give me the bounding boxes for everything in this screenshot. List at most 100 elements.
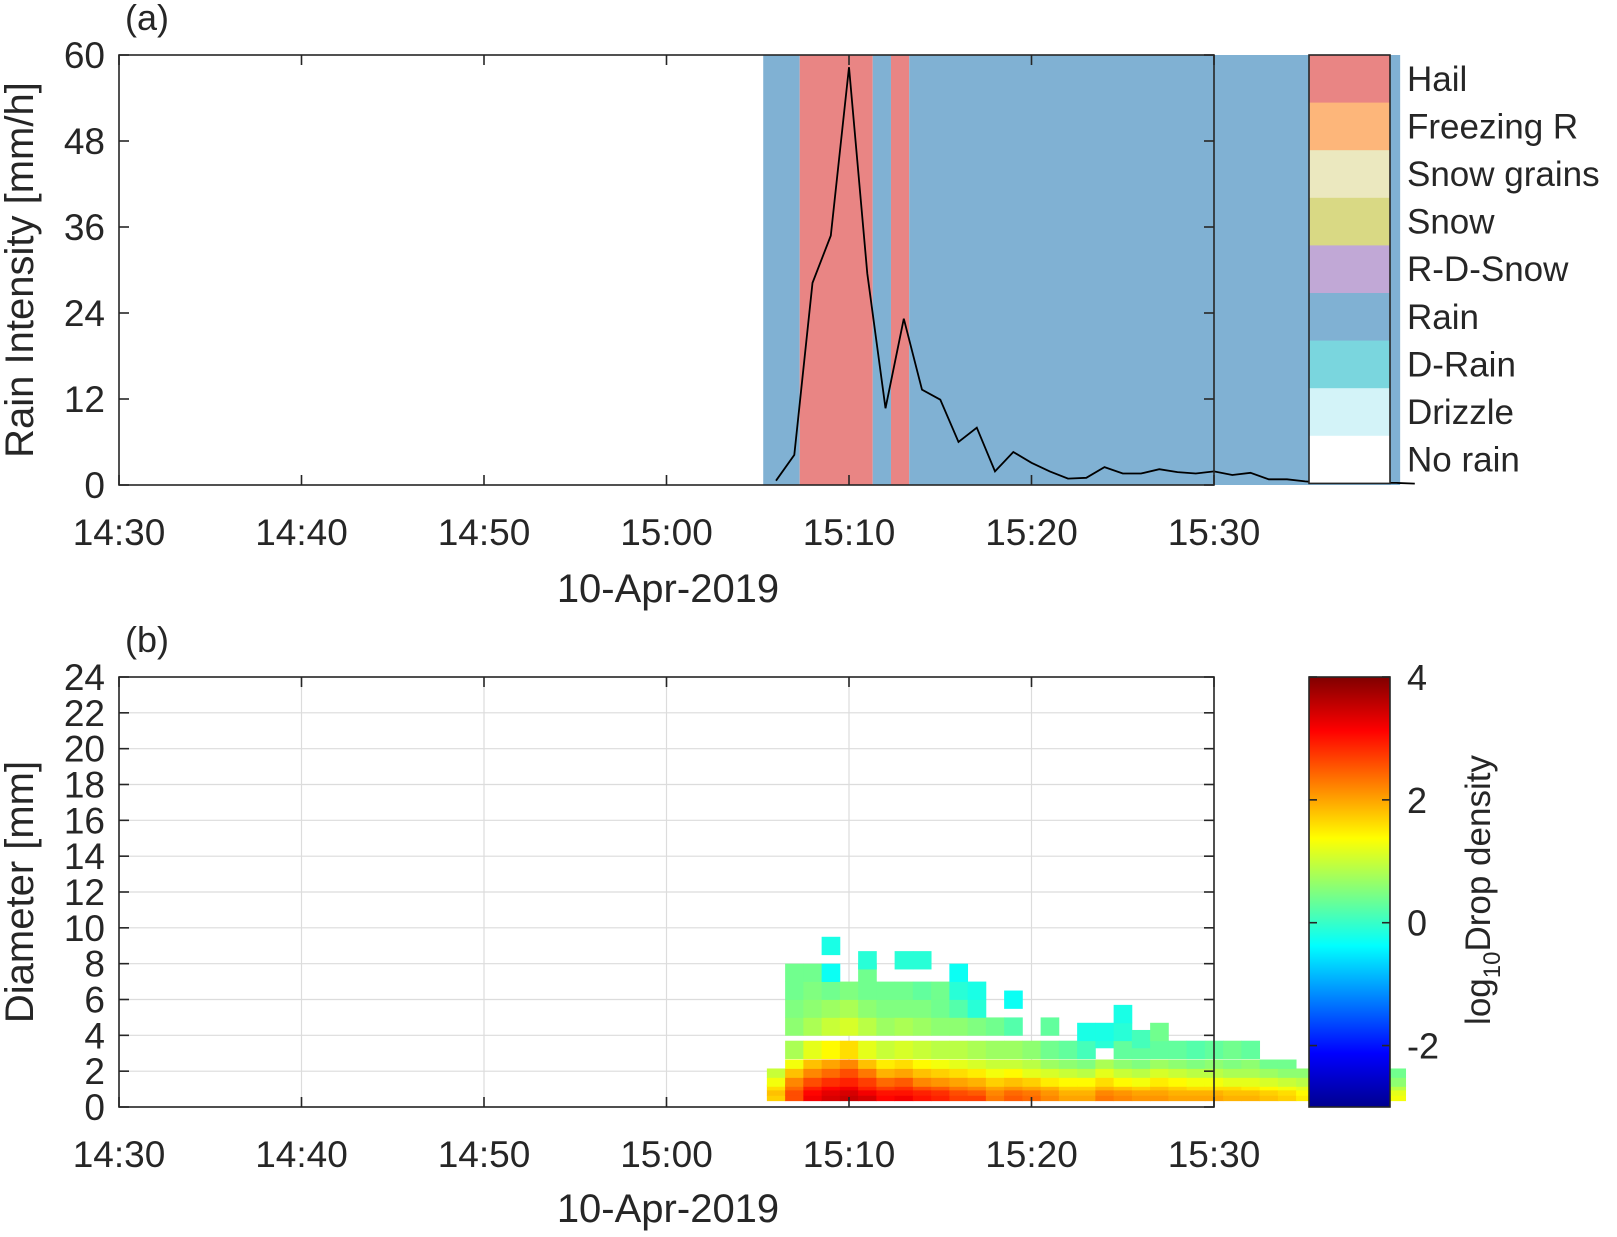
axes-a-ytick-label: 24 — [64, 293, 105, 334]
heatmap-cell — [1223, 1089, 1242, 1096]
heatmap-cell — [912, 1059, 932, 1069]
heatmap-cell — [894, 1068, 914, 1078]
heatmap-cell — [1150, 1022, 1169, 1042]
heatmap-cell — [1058, 1040, 1078, 1060]
heatmap-cell — [1223, 1059, 1242, 1069]
legend-label-snow: Snow — [1407, 203, 1495, 242]
heatmap-cell — [785, 1040, 804, 1060]
heatmap-cell — [1131, 1077, 1151, 1087]
legend-swatch-no-rain — [1309, 435, 1390, 484]
heatmap-cell — [967, 1059, 987, 1069]
legend-label-freezing-r: Freezing R — [1407, 107, 1578, 146]
heatmap-cell — [876, 1059, 896, 1069]
heatmap-cell — [785, 1077, 804, 1087]
heatmap-cell — [1095, 1095, 1115, 1102]
axes-a-ylabel: Rain Intensity [mm/h] — [0, 82, 42, 458]
heatmap-cell — [1168, 1084, 1188, 1091]
heatmap-cell — [894, 1017, 914, 1036]
heatmap-cell — [785, 1084, 804, 1091]
colorbar-tick-label: 0 — [1407, 903, 1427, 944]
heatmap-cell — [1241, 1089, 1261, 1096]
heatmap-cell — [1277, 1059, 1297, 1069]
axes-a-xtick-label: 15:20 — [985, 512, 1078, 553]
heatmap-cell — [821, 963, 841, 982]
heatmap-cell — [876, 1017, 896, 1036]
heatmap-cell — [1058, 1089, 1078, 1096]
heatmap-cell — [1241, 1095, 1261, 1102]
heatmap-cell — [931, 1084, 950, 1091]
heatmap-cell — [1277, 1095, 1297, 1102]
heatmap-cell — [949, 1017, 969, 1036]
legend-label-drizzle: Drizzle — [1407, 393, 1514, 432]
heatmap-cell — [1186, 1040, 1206, 1060]
heatmap-cell — [1113, 1022, 1133, 1042]
heatmap-cell — [1259, 1095, 1279, 1102]
heatmap-cell — [985, 1059, 1005, 1069]
heatmap-cell — [803, 1059, 823, 1069]
heatmap-cell — [1241, 1059, 1261, 1069]
heatmap-cell — [931, 1095, 950, 1102]
heatmap-cell — [985, 1040, 1005, 1060]
heatmap-cell — [858, 1068, 877, 1078]
heatmap-cell — [821, 981, 841, 1000]
axes-a-xtick-label: 15:30 — [1168, 512, 1261, 553]
heatmap-cell — [985, 1084, 1005, 1091]
heatmap-cell — [912, 951, 932, 970]
heatmap-cell — [858, 1084, 877, 1091]
heatmap-cell — [931, 1017, 950, 1036]
heatmap-cell — [1168, 1095, 1188, 1102]
heatmap-cell — [1095, 1084, 1115, 1091]
heatmap-cell — [1077, 1068, 1096, 1078]
heatmap-cell — [1004, 1068, 1023, 1078]
heatmap-cell — [1022, 1077, 1042, 1087]
heatmap-cell — [858, 1059, 877, 1069]
heatmap-cell — [876, 1084, 896, 1091]
heatmap-cell — [1186, 1089, 1206, 1096]
heatmap-cell — [1004, 1059, 1023, 1069]
heatmap-cell — [1040, 1077, 1060, 1087]
heatmap-cell — [894, 1059, 914, 1069]
heatmap-cell — [785, 1017, 804, 1036]
heatmap-cell — [1058, 1084, 1078, 1091]
heatmap-cell — [1095, 1089, 1115, 1096]
heatmap-cell — [1040, 1059, 1060, 1069]
heatmap-cell — [1186, 1068, 1206, 1078]
heatmap-cell — [839, 1089, 859, 1096]
heatmap-cell — [967, 1089, 987, 1096]
heatmap-cell — [876, 1068, 896, 1078]
heatmap-cell — [967, 1040, 987, 1060]
heatmap-cell — [1241, 1084, 1261, 1091]
colorbar-label: log10Drop density — [1459, 755, 1506, 1025]
axes-b-grid — [118, 676, 1215, 1108]
axes-a-ytick-label: 0 — [84, 465, 105, 506]
heatmap-cell — [1150, 1084, 1169, 1091]
heatmap-cell — [858, 1040, 877, 1060]
legend-label-snow-grains: Snow grains — [1407, 155, 1600, 194]
precip-band-rain-2 — [872, 55, 891, 485]
heatmap-cell — [1022, 1040, 1042, 1060]
colorbar: -2 0 2 4 log10Drop density — [1308, 657, 1506, 1108]
axes-b-ytick-label: 16 — [64, 800, 105, 841]
panel-b-label: (b) — [125, 619, 169, 660]
heatmap-cell — [785, 1059, 804, 1069]
heatmap-cell — [821, 999, 841, 1018]
heatmap-cell — [1113, 1089, 1133, 1096]
heatmap-cell — [1113, 1040, 1133, 1060]
axes-a-ytick-label: 12 — [64, 379, 105, 420]
heatmap-cell — [803, 1077, 823, 1087]
heatmap-cell — [858, 981, 877, 1000]
precip-band-rain-0 — [763, 55, 800, 485]
heatmap-cell — [949, 1095, 969, 1102]
heatmap-cell — [1296, 1077, 1315, 1087]
heatmap-cell — [1058, 1059, 1078, 1069]
heatmap-cell — [1131, 1095, 1151, 1102]
heatmap-cell — [1387, 1089, 1407, 1096]
heatmap-cell — [803, 1095, 823, 1102]
heatmap-cell — [858, 1089, 877, 1096]
heatmap-cell — [967, 999, 987, 1018]
heatmap-cell — [803, 1089, 823, 1096]
heatmap-cell — [821, 1084, 841, 1091]
heatmap-cell — [1113, 1084, 1133, 1091]
heatmap-cell — [876, 999, 896, 1018]
heatmap-cell — [785, 1068, 804, 1078]
